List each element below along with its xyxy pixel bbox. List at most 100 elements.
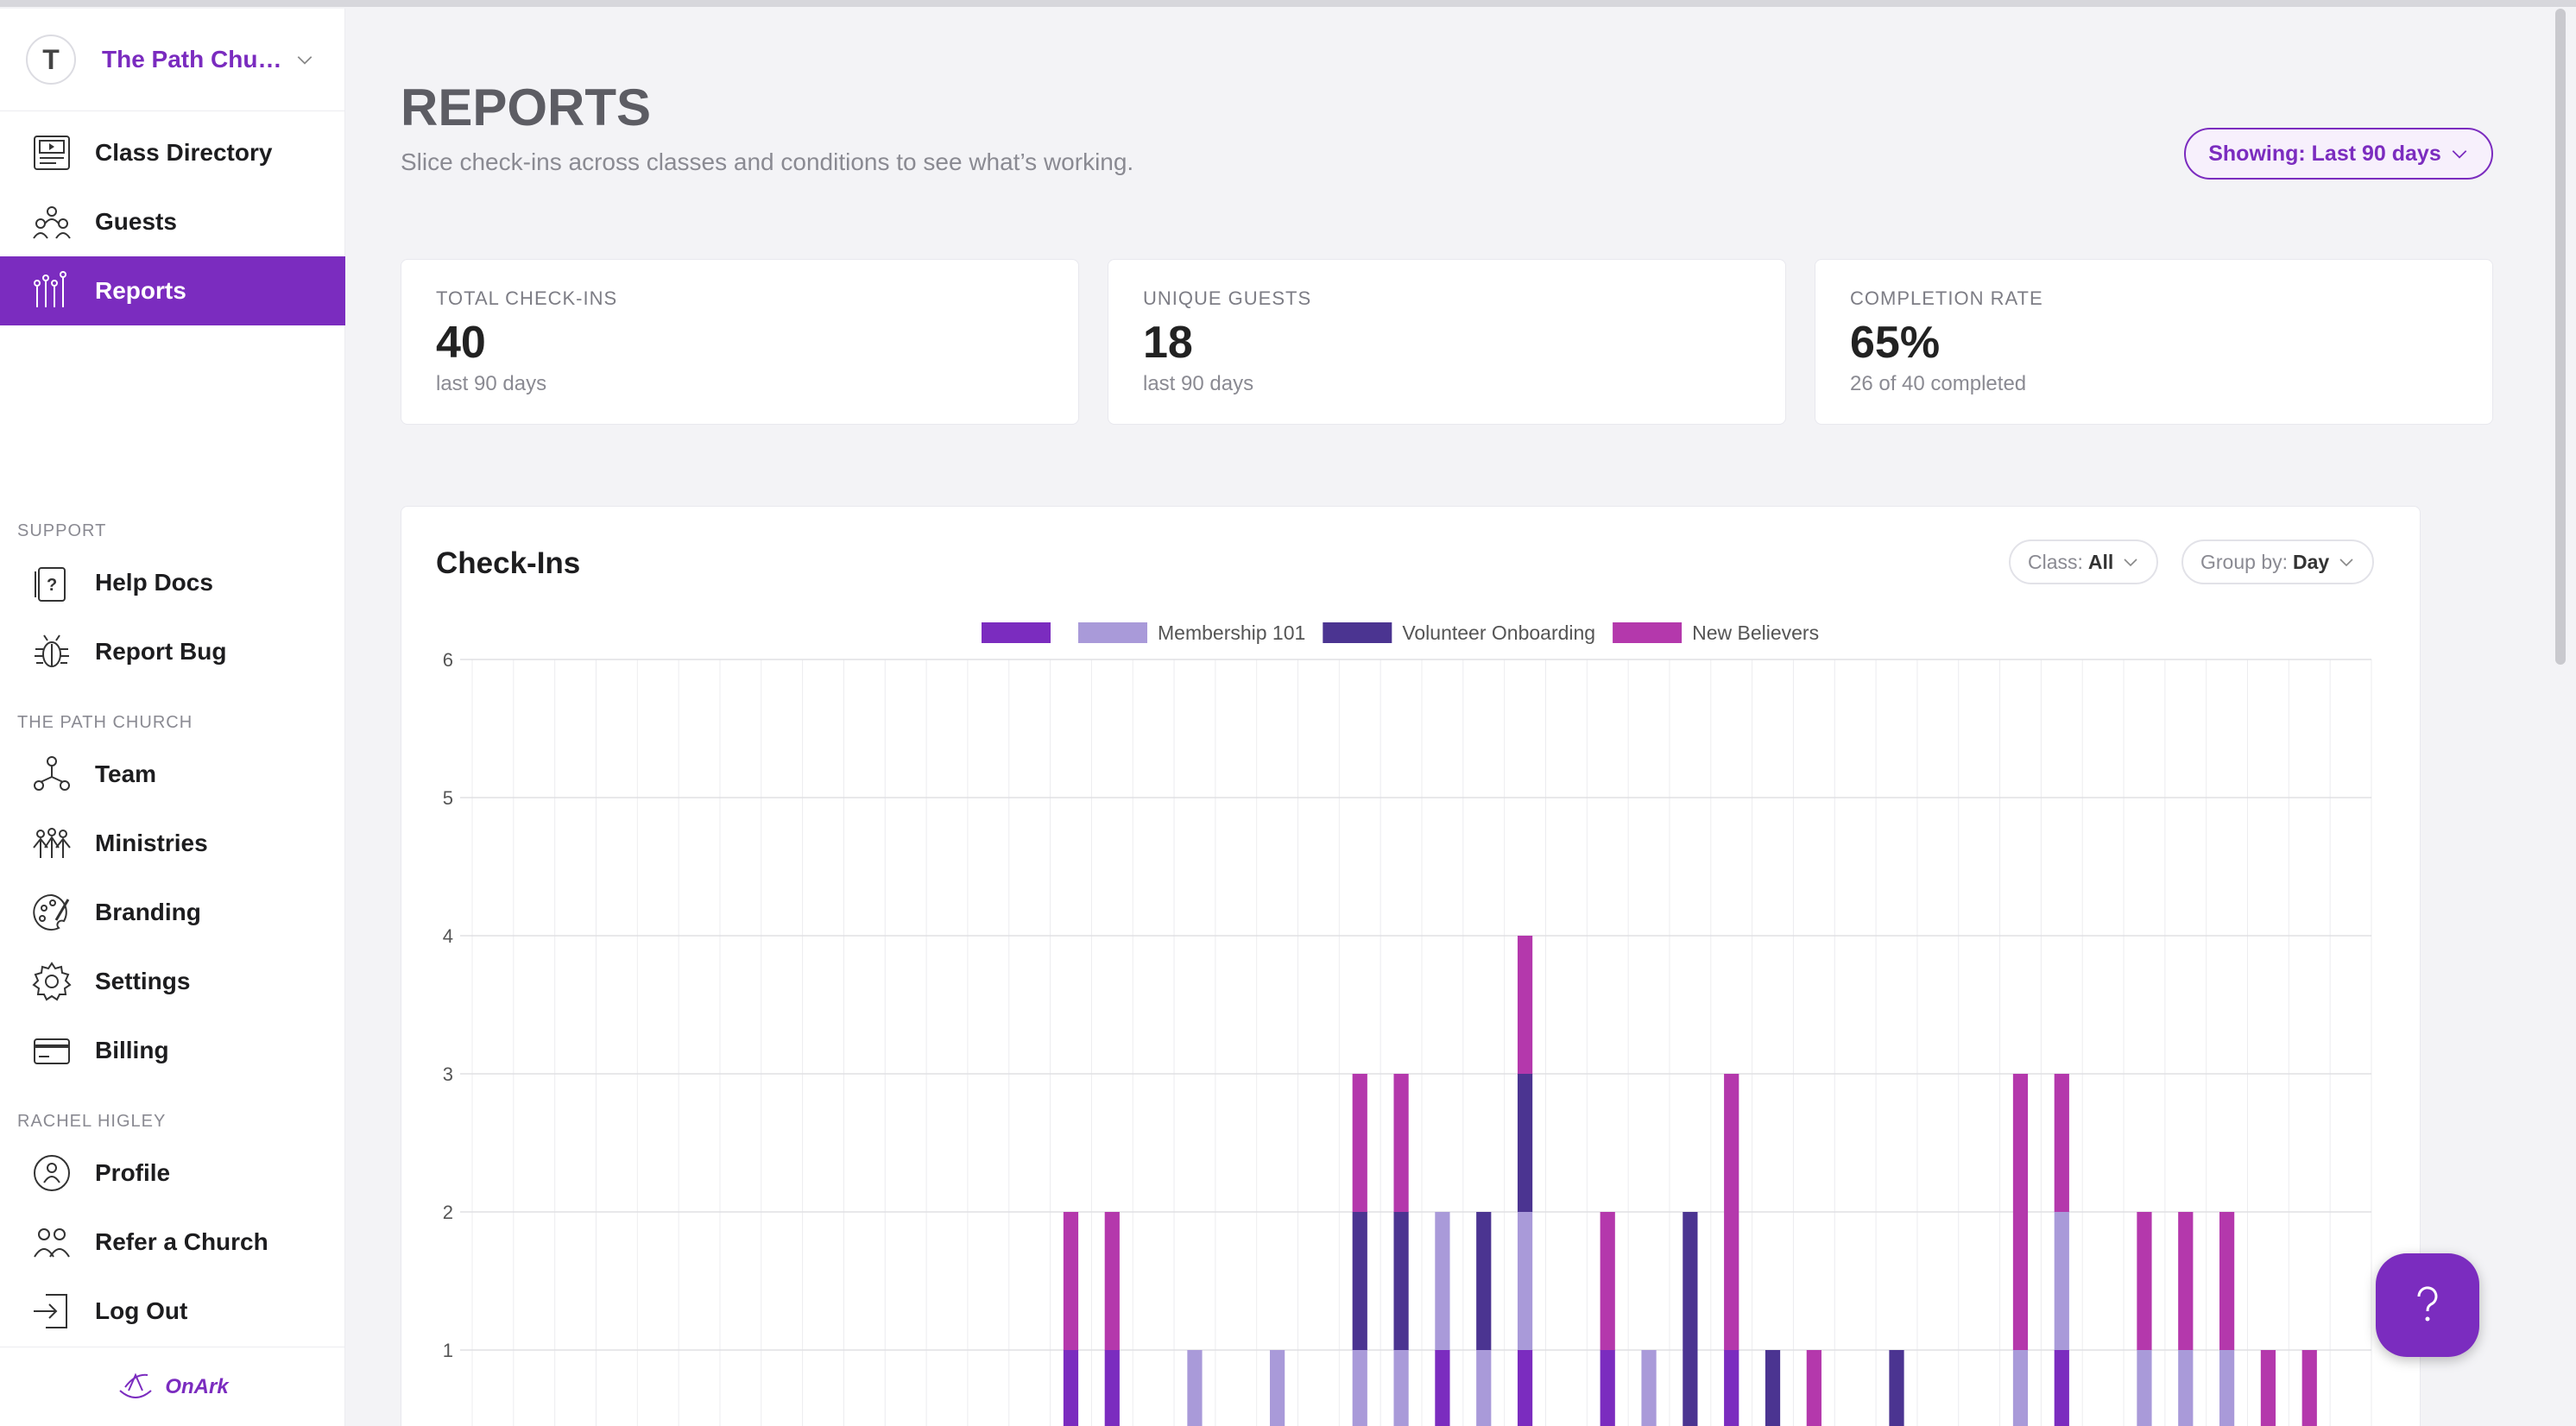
chart-bar [1104, 1212, 1120, 1350]
class-filter-dropdown[interactable]: Class: All [2009, 539, 2159, 584]
scrollbar-thumb[interactable] [2555, 9, 2566, 665]
brand-logo[interactable]: OnArk [117, 1370, 229, 1404]
chart-bar [2054, 1074, 2069, 1212]
branding-icon [29, 890, 74, 935]
chart-bar [1476, 1212, 1492, 1350]
stat-card-completion-rate: COMPLETION RATE 65% 26 of 40 completed [1815, 259, 2493, 425]
chart-bar [1765, 1350, 1781, 1426]
question-mark-icon [2417, 1286, 2438, 1322]
sidebar-item-label: Ministries [95, 830, 208, 856]
chevron-down-icon [2339, 558, 2353, 567]
profile-icon [29, 1151, 74, 1196]
help-docs-icon: ? [29, 560, 74, 605]
chart-bar [1517, 1350, 1533, 1426]
team-icon [29, 752, 74, 797]
chart-bar [2178, 1212, 2194, 1350]
sidebar-item-profile[interactable]: Profile [0, 1139, 345, 1208]
legend-label: Membership 101 [1158, 622, 1305, 644]
help-button[interactable] [2376, 1253, 2479, 1357]
legend-swatch [1078, 622, 1147, 643]
page-title: REPORTS [401, 79, 652, 136]
stat-label: COMPLETION RATE [1850, 287, 2043, 309]
billing-icon [29, 1028, 74, 1073]
chart-bar [1063, 1212, 1079, 1350]
reports-icon [29, 268, 74, 313]
logout-icon [29, 1289, 74, 1334]
chart-bar [2260, 1350, 2276, 1426]
chart-bar [1806, 1350, 1822, 1426]
chart-bar [1187, 1350, 1203, 1426]
sidebar-item-report-bug[interactable]: Report Bug [0, 617, 345, 686]
sidebar-item-label: Reports [95, 277, 186, 304]
chart-bar [2054, 1350, 2069, 1426]
sidebar-item-team[interactable]: Team [0, 740, 345, 809]
legend-swatch [1323, 622, 1392, 643]
chart-bar [2219, 1350, 2235, 1426]
section-label-user: RACHEL HIGLEY [17, 1112, 167, 1131]
chart-bar [1517, 1074, 1533, 1212]
gear-icon [29, 959, 74, 1004]
sidebar-item-branding[interactable]: Branding [0, 878, 345, 947]
page-subtitle: Slice check-ins across classes and condi… [401, 148, 1134, 175]
sidebar-item-logout[interactable]: Log Out [0, 1277, 345, 1346]
stat-card-total-checkins: TOTAL CHECK-INS 40 last 90 days [401, 259, 1079, 425]
org-switcher[interactable]: T The Path Chu… [0, 9, 344, 110]
class-filter-value: All [2087, 550, 2114, 573]
stat-card-unique-guests: UNIQUE GUESTS 18 last 90 days [1108, 259, 1786, 425]
chart-bar [2054, 1212, 2069, 1350]
group-by-label: Group by: [2200, 550, 2288, 573]
sidebar-item-class-directory[interactable]: Class Directory [0, 118, 345, 187]
chevron-down-icon [2452, 150, 2467, 159]
sidebar-item-settings[interactable]: Settings [0, 947, 345, 1016]
date-range-button[interactable]: Showing: Last 90 days [2184, 128, 2493, 180]
sidebar-item-label: Refer a Church [95, 1228, 268, 1255]
window-top-border [0, 0, 2576, 7]
y-tick-label: 1 [443, 1340, 453, 1361]
chart-bar [1352, 1074, 1367, 1212]
sidebar-item-ministries[interactable]: Ministries [0, 809, 345, 878]
sidebar-item-reports[interactable]: Reports [0, 256, 345, 325]
chevron-down-icon [2124, 558, 2137, 567]
chevron-down-icon [298, 56, 313, 65]
y-tick-label: 5 [443, 787, 453, 809]
legend-label: New Believers [1692, 622, 1819, 644]
chart-bar [1600, 1350, 1615, 1426]
chart-bar [1600, 1212, 1615, 1350]
chart-bar [2301, 1350, 2317, 1426]
stat-note: last 90 days [436, 372, 547, 395]
y-tick-label: 4 [443, 925, 453, 947]
chart-bar [1683, 1212, 1698, 1426]
page-scrollbar[interactable] [2552, 9, 2569, 1426]
stat-note: last 90 days [1143, 372, 1254, 395]
chart-bar [1393, 1212, 1409, 1350]
sidebar-item-billing[interactable]: Billing [0, 1016, 345, 1085]
stat-label: TOTAL CHECK-INS [436, 287, 618, 309]
group-by-dropdown[interactable]: Group by: Day [2181, 539, 2375, 584]
y-tick-label: 3 [443, 1063, 453, 1085]
chart-bar [1435, 1212, 1450, 1350]
stat-value: 40 [436, 318, 486, 368]
chart-bar [1889, 1350, 1904, 1426]
date-range-label: Showing: Last 90 days [2208, 141, 2441, 166]
sidebar-item-label: Billing [95, 1037, 169, 1063]
chart-bar [1393, 1350, 1409, 1426]
chart-bar [1724, 1350, 1739, 1426]
refer-icon [29, 1220, 74, 1265]
stat-note: 26 of 40 completed [1850, 372, 2027, 395]
sidebar-item-help-docs[interactable]: ? Help Docs [0, 548, 345, 617]
checkins-chart-card: Check-Ins Class: All Group by: Day 1 2 3 4 5… [401, 506, 2421, 1426]
sidebar-item-guests[interactable]: Guests [0, 187, 345, 256]
sidebar-footer: OnArk [0, 1347, 345, 1426]
sidebar-item-refer[interactable]: Refer a Church [0, 1208, 345, 1277]
chart-bar [1270, 1350, 1285, 1426]
stat-value: 18 [1143, 318, 1193, 368]
chart-bar [2219, 1212, 2235, 1350]
sidebar: T The Path Chu… Class Directory Guests R… [0, 9, 345, 1426]
group-by-value: Day [2293, 550, 2330, 573]
chart-bar [1435, 1350, 1450, 1426]
sidebar-item-label: Profile [95, 1159, 171, 1186]
sidebar-item-label: Branding [95, 899, 201, 925]
chart-bar [2012, 1350, 2029, 1426]
sidebar-item-label: Team [95, 760, 157, 787]
brand-name: OnArk [165, 1374, 229, 1398]
